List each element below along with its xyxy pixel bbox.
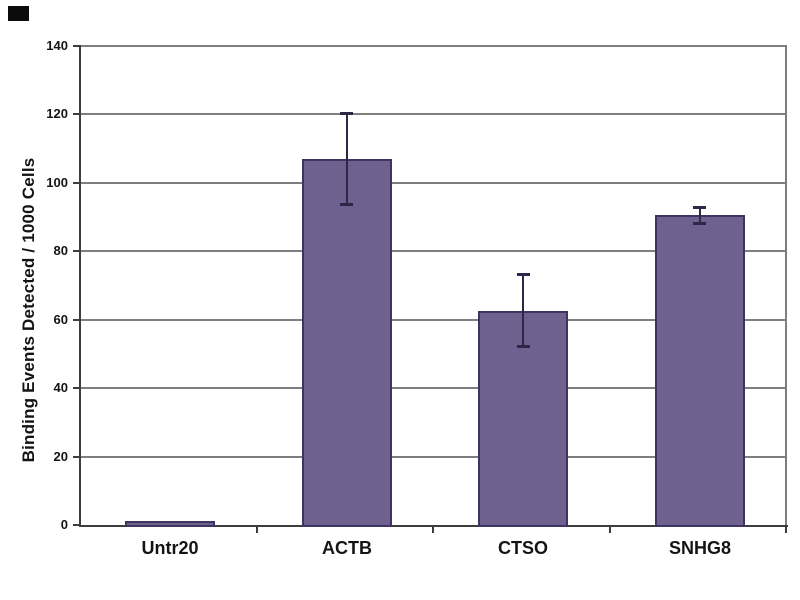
y-tick-80 (73, 250, 80, 252)
plot-border-right (785, 45, 787, 527)
gridline-140 (80, 45, 786, 47)
gridline-80 (80, 250, 786, 252)
error-bar-SNHG8 (699, 207, 701, 224)
y-tick-100 (73, 182, 80, 184)
gridline-20 (80, 456, 786, 458)
y-tick-label: 40 (53, 380, 68, 395)
bar-SNHG8 (655, 215, 745, 527)
x-tick-2 (432, 527, 434, 533)
y-tick-label: 140 (46, 38, 68, 53)
corner-mark (8, 6, 29, 21)
y-tick-label: 120 (46, 106, 68, 121)
y-tick-140 (73, 45, 80, 47)
error-cap-top-SNHG8 (693, 206, 706, 209)
y-tick-40 (73, 387, 80, 389)
error-cap-top-ACTB (340, 112, 353, 115)
y-tick-60 (73, 319, 80, 321)
y-tick-label: 60 (53, 312, 68, 327)
y-tick-label: 80 (53, 243, 68, 258)
gridline-100 (80, 182, 786, 184)
error-cap-bottom-SNHG8 (693, 222, 706, 225)
y-tick-0 (73, 524, 80, 526)
bar-ACTB (302, 159, 392, 527)
gridline-60 (80, 319, 786, 321)
x-tick-4 (785, 527, 787, 533)
error-bar-CTSO (522, 274, 524, 347)
x-tick-1 (256, 527, 258, 533)
y-tick-label: 20 (53, 449, 68, 464)
error-cap-bottom-ACTB (340, 203, 353, 206)
error-bar-ACTB (346, 113, 348, 205)
x-category-label-Untr20: Untr20 (141, 538, 199, 558)
x-category-label-ACTB: ACTB (322, 538, 372, 558)
gridline-120 (80, 113, 786, 115)
y-tick-label: 100 (46, 175, 68, 190)
gridline-40 (80, 387, 786, 389)
y-tick-20 (73, 456, 80, 458)
y-axis (79, 45, 81, 527)
x-axis (79, 525, 788, 527)
x-category-label-SNHG8: SNHG8 (668, 538, 731, 558)
y-tick-120 (73, 113, 80, 115)
error-cap-top-CTSO (517, 273, 530, 276)
x-tick-3 (609, 527, 611, 533)
bar-Untr20 (125, 521, 215, 527)
y-axis-title: Binding Events Detected / 1000 Cells (19, 157, 38, 463)
x-category-label-CTSO: CTSO (497, 538, 548, 558)
y-tick-label: 0 (60, 517, 68, 532)
error-cap-bottom-CTSO (517, 345, 530, 348)
